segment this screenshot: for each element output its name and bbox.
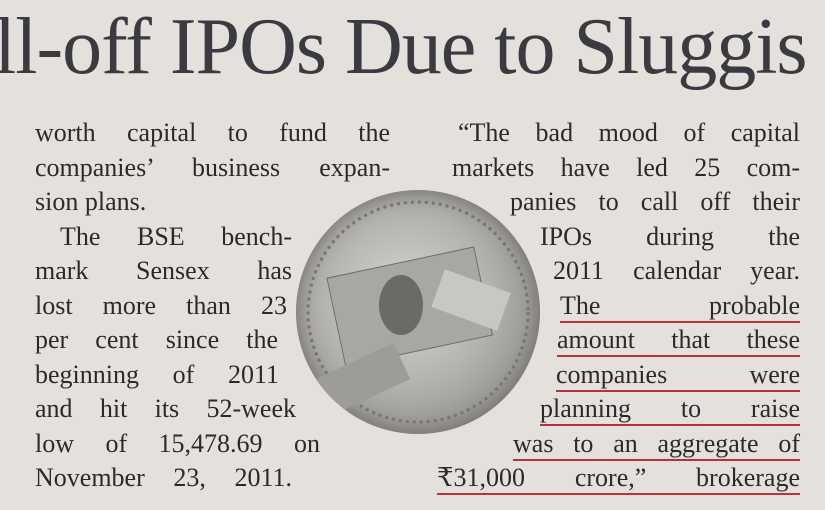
left-column-line: low of 15,478.69 on	[35, 429, 320, 458]
left-column-line: The BSE bench-	[60, 222, 292, 251]
left-column-line: per cent since the	[35, 325, 278, 354]
left-column-line: mark Sensex has	[35, 256, 292, 285]
right-column-line: The probable	[560, 291, 800, 323]
headline: ll-off IPOs Due to Sluggis	[0, 3, 808, 91]
right-column-line: was to an aggregate of	[513, 429, 800, 461]
right-column-line: markets have led 25 com-	[452, 153, 800, 182]
right-column-line: planning to raise	[540, 394, 800, 426]
left-column-line: November 23, 2011.	[35, 463, 292, 492]
left-column-line: lost more than 23	[35, 291, 287, 320]
left-column-line: sion plans.	[35, 187, 147, 216]
currency-photo	[296, 190, 540, 434]
left-column-line: worth capital to fund the	[35, 118, 390, 147]
left-column-line: beginning of 2011	[35, 360, 279, 389]
left-column-line: and hit its 52-week	[35, 394, 296, 423]
right-column-line: amount that these	[557, 325, 800, 357]
right-column-line: companies were	[556, 360, 800, 392]
photo-detail	[306, 200, 530, 424]
right-column-line: “The bad mood of capital	[458, 118, 800, 147]
left-column-line: companies’ business expan-	[35, 153, 390, 182]
right-column-line: ₹31,000 crore,” brokerage	[437, 463, 800, 495]
right-column-line: 2011 calendar year.	[553, 256, 800, 285]
right-column-line: IPOs during the	[540, 222, 800, 251]
right-column-line: panies to call off their	[510, 187, 800, 216]
